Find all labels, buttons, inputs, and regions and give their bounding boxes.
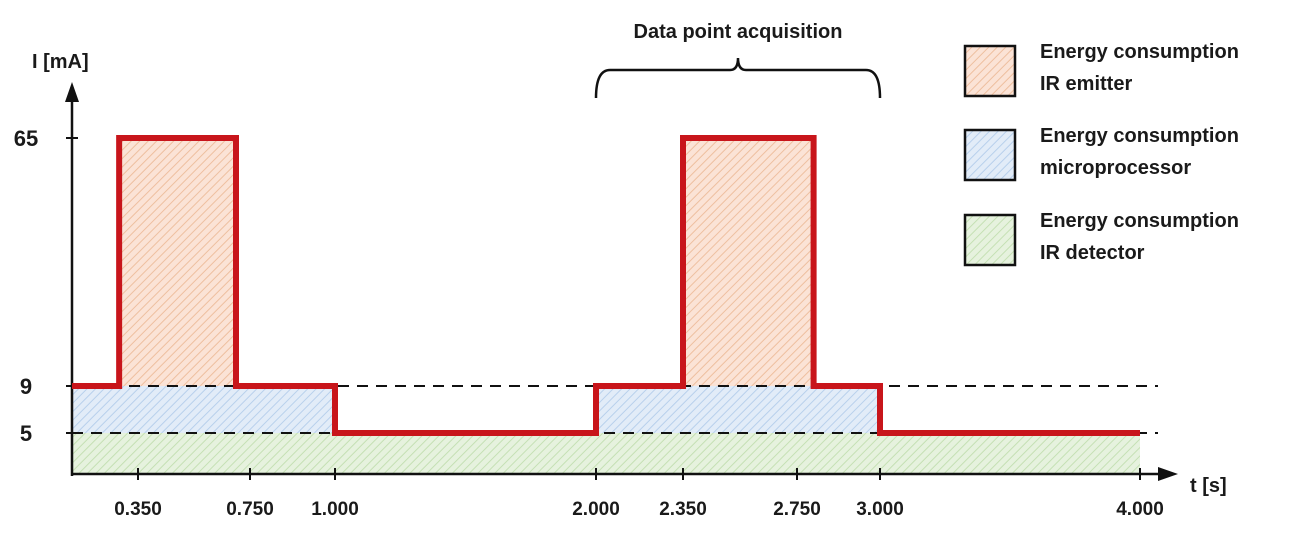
legend-label-1-line1: Energy consumption [1040,125,1239,147]
y-tick-label-1: 9 [20,374,32,399]
series [72,135,1140,436]
region-2 [72,386,335,433]
axes: t [s] I [mA] [32,51,1227,497]
x-tick-label-3: 2.000 [572,499,620,520]
y-tick-label-2: 65 [14,126,38,151]
region-4 [72,433,1140,474]
legend-swatch-2 [963,213,1017,267]
legend-label-2-line1: Energy consumption [1040,210,1239,232]
x-axis-arrowhead [1158,467,1178,481]
annotation-brace [594,57,882,99]
region-1 [683,138,814,386]
x-tick-label-7: 4.000 [1116,499,1164,520]
series-line-0 [72,135,1140,436]
legend: Energy consumption IR emitter Energy consu… [963,41,1239,267]
legend-label-0-line2: IR emitter [1040,73,1132,95]
annotation: Data point acquisition [594,21,882,99]
annotation-label: Data point acquisition [634,21,843,43]
legend-label-0-line1: Energy consumption [1040,41,1239,63]
ticks: 0.350 0.750 1.000 2.000 2.350 2.750 3.000 4.000… [14,126,1164,520]
regions-layer [72,138,1140,474]
legend-swatch-0 [963,44,1017,98]
x-tick-label-6: 3.000 [856,499,904,520]
region-3 [596,386,880,433]
x-axis-label: t [s] [1190,475,1227,497]
y-tick-label-0: 5 [20,421,32,446]
region-0 [119,138,236,386]
x-tick-label-4: 2.350 [659,499,707,520]
legend-label-2-line2: IR detector [1040,242,1145,264]
legend-swatch-1 [963,128,1017,182]
x-tick-label-0: 0.350 [114,499,162,520]
x-tick-label-1: 0.750 [226,499,274,520]
legend-label-1-line2: microprocessor [1040,157,1191,179]
x-tick-label-2: 1.000 [311,499,359,520]
y-axis-label: I [mA] [32,51,89,73]
x-tick-label-5: 2.750 [773,499,821,520]
y-axis-arrowhead [65,82,79,102]
